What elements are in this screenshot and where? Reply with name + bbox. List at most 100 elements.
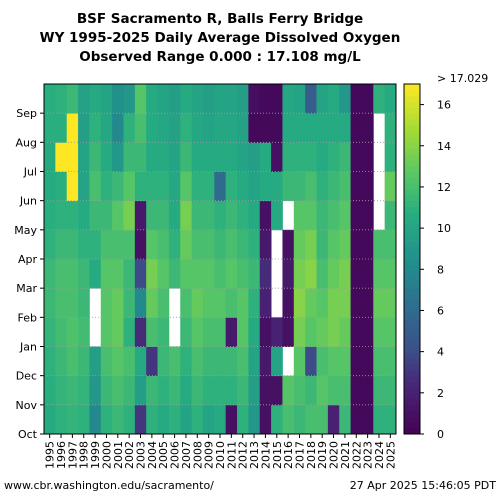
colorbar-band — [404, 124, 420, 132]
heatmap-cell-2011-May — [225, 200, 238, 231]
heatmap-cell-1998-Apr — [78, 229, 90, 260]
colorbar-tick-label-2: 2 — [437, 387, 444, 400]
heatmap-cell-2025-Jul — [384, 142, 397, 172]
heatmap-cell-2011-Sep — [225, 84, 238, 114]
heatmap-cell-2005-Aug — [157, 113, 170, 143]
colorbar-tick-label-6: 6 — [437, 304, 444, 317]
heatmap-cell-2014-May — [259, 200, 272, 231]
heatmap-cell-2021-May — [339, 200, 351, 231]
chart-title-line-1: BSF Sacramento R, Balls Ferry Bridge — [76, 11, 364, 27]
colorbar-band — [404, 171, 420, 178]
heatmap-cell-1997-Feb — [66, 288, 79, 318]
colorbar-band — [404, 323, 420, 330]
heatmap-cell-2022-Sep — [350, 84, 363, 114]
heatmap-cell-2002-Jul — [123, 142, 136, 172]
heatmap-cell-2003-Nov — [134, 375, 147, 406]
x-tick-label-2010: 2010 — [214, 441, 227, 469]
heatmap-cell-2008-Sep — [191, 84, 204, 114]
heatmap-cell-2011-Jul — [225, 142, 238, 172]
heatmap-cell-2004-Jul — [146, 142, 158, 172]
heatmap-cell-2005-Feb — [157, 288, 170, 318]
colorbar: 0 2 4 6 8 10 12 14 16 > 17.029 — [403, 72, 488, 441]
heatmap-cell-2012-Feb — [237, 288, 249, 318]
source-url[interactable]: www.cbr.washington.edu/sacramento/ — [4, 479, 214, 492]
heatmap-cell-1997-Aug — [66, 113, 79, 143]
heatmap-cell-2005-Jun — [157, 171, 170, 202]
colorbar-band — [404, 119, 420, 126]
heatmap-cell-1999-Apr — [89, 229, 102, 260]
heatmap-cell-2004-Feb — [146, 288, 158, 318]
heatmap-cell-2004-Sep — [146, 84, 158, 114]
heatmap-cell-2012-Jul — [237, 142, 249, 172]
heatmap-cell-1998-Mar — [78, 259, 90, 289]
heatmap-cell-2022-Jul — [350, 142, 363, 172]
heatmap-cell-1996-Dec — [55, 346, 68, 377]
colorbar-band — [404, 95, 420, 102]
heatmap-cell-1996-May — [55, 200, 68, 231]
heatmap-cell-2001-Jul — [112, 142, 124, 172]
heatmap-cell-2000-Jul — [100, 142, 113, 172]
heatmap-cell-2014-Feb — [259, 288, 272, 318]
heatmap-cell-2022-Feb — [350, 288, 363, 318]
timestamp: 27 Apr 2025 15:46:05 PDT — [349, 479, 496, 492]
colorbar-band — [404, 399, 420, 406]
heatmap-cell-2008-Jun — [191, 171, 204, 202]
heatmap-cell-2001-May — [112, 200, 124, 231]
heatmap-cell-2016-Jul — [282, 142, 295, 172]
colorbar-band — [404, 276, 420, 283]
heatmap-cell-2013-Apr — [248, 229, 261, 260]
colorbar-max-label: > 17.029 — [437, 72, 488, 85]
heatmap-cell-2017-Oct — [293, 404, 306, 435]
heatmap-cell-2009-Jun — [202, 171, 215, 202]
heatmap-cell-2019-Apr — [316, 229, 329, 260]
heatmap-cell-2015-Sep — [271, 84, 283, 114]
heatmap-cell-2001-Nov — [112, 375, 124, 406]
y-tick-label-Mar: Mar — [16, 282, 37, 295]
heatmap-cell-2004-Nov — [146, 375, 158, 406]
heatmap-cell-2007-Feb — [180, 288, 193, 318]
heatmap-cell-2011-Apr — [225, 229, 238, 260]
heatmap-cell-2008-Dec — [191, 346, 204, 377]
heatmap-cell-2007-Oct — [180, 404, 193, 435]
colorbar-band — [404, 189, 420, 196]
colorbar-band — [404, 288, 420, 295]
heatmap-cell-1998-Jan — [78, 317, 90, 347]
chart-title-line-3: Observed Range 0.000 : 17.108 mg/L — [79, 49, 361, 65]
heatmap-cell-1998-Oct — [78, 404, 90, 435]
heatmap-cell-2007-Nov — [180, 375, 193, 406]
heatmap-cell-2007-Jul — [180, 142, 193, 172]
heatmap-cell-2022-Aug — [350, 113, 363, 143]
colorbar-band — [404, 235, 420, 242]
heatmap-cell-1998-Jul — [78, 142, 90, 172]
heatmap-cell-2013-Sep — [248, 84, 261, 114]
heatmap-cell-2006-Dec — [168, 346, 181, 377]
colorbar-band — [404, 264, 420, 272]
heatmap-cell-1997-Mar — [66, 259, 79, 289]
heatmap-cell-2013-Dec — [248, 346, 261, 377]
heatmap-cell-2021-Jan — [339, 317, 351, 347]
heatmap-cell-2016-Aug — [282, 113, 295, 143]
heatmap-cell-2020-Nov — [327, 375, 340, 406]
colorbar-band — [404, 142, 420, 149]
heatmap-cell-2021-Feb — [339, 288, 351, 318]
heatmap-cell-2016-Jun — [282, 171, 295, 202]
colorbar-band — [404, 410, 420, 417]
x-tick-label-2009: 2009 — [203, 441, 216, 469]
heatmap-cell-2010-Aug — [214, 113, 227, 143]
heatmap-cell-1995-Mar — [44, 259, 56, 289]
heatmap-cell-2024-Nov — [373, 375, 386, 406]
heatmap-cell-2016-Sep — [282, 84, 295, 114]
heatmap-cell-2014-Sep — [259, 84, 272, 114]
heatmap-cell-2004-Oct — [146, 404, 158, 435]
heatmap-cell-2011-Dec — [225, 346, 238, 377]
heatmap-cell-2025-Apr — [384, 229, 397, 260]
heatmap-cell-2019-Jan — [316, 317, 329, 347]
heatmap-cell-1996-Aug — [55, 113, 68, 143]
heatmap-cell-2020-Mar — [327, 259, 340, 289]
heatmap-cell-2014-Nov — [259, 375, 272, 406]
x-tick-label-2006: 2006 — [169, 441, 182, 469]
colorbar-band — [404, 206, 420, 213]
colorbar-band — [404, 194, 420, 202]
heatmap-cell-2001-Oct — [112, 404, 124, 435]
